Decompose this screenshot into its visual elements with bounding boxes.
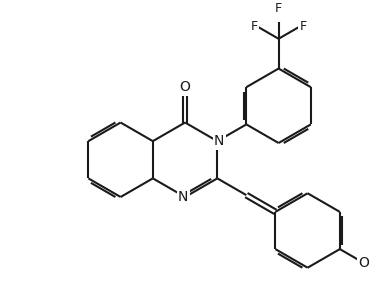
Text: O: O — [180, 80, 190, 94]
Text: N: N — [178, 190, 188, 204]
Text: F: F — [275, 2, 282, 15]
Text: O: O — [358, 256, 370, 270]
Text: F: F — [300, 20, 307, 33]
Text: F: F — [250, 20, 258, 33]
Text: N: N — [214, 134, 224, 148]
